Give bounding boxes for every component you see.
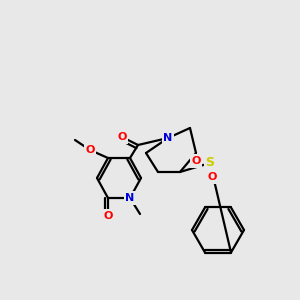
Text: O: O: [85, 145, 95, 155]
Text: N: N: [164, 133, 172, 143]
Text: O: O: [191, 156, 201, 166]
Text: O: O: [103, 211, 113, 221]
Text: S: S: [206, 157, 214, 169]
Text: O: O: [207, 172, 217, 182]
Text: O: O: [117, 132, 127, 142]
Text: N: N: [125, 193, 135, 203]
